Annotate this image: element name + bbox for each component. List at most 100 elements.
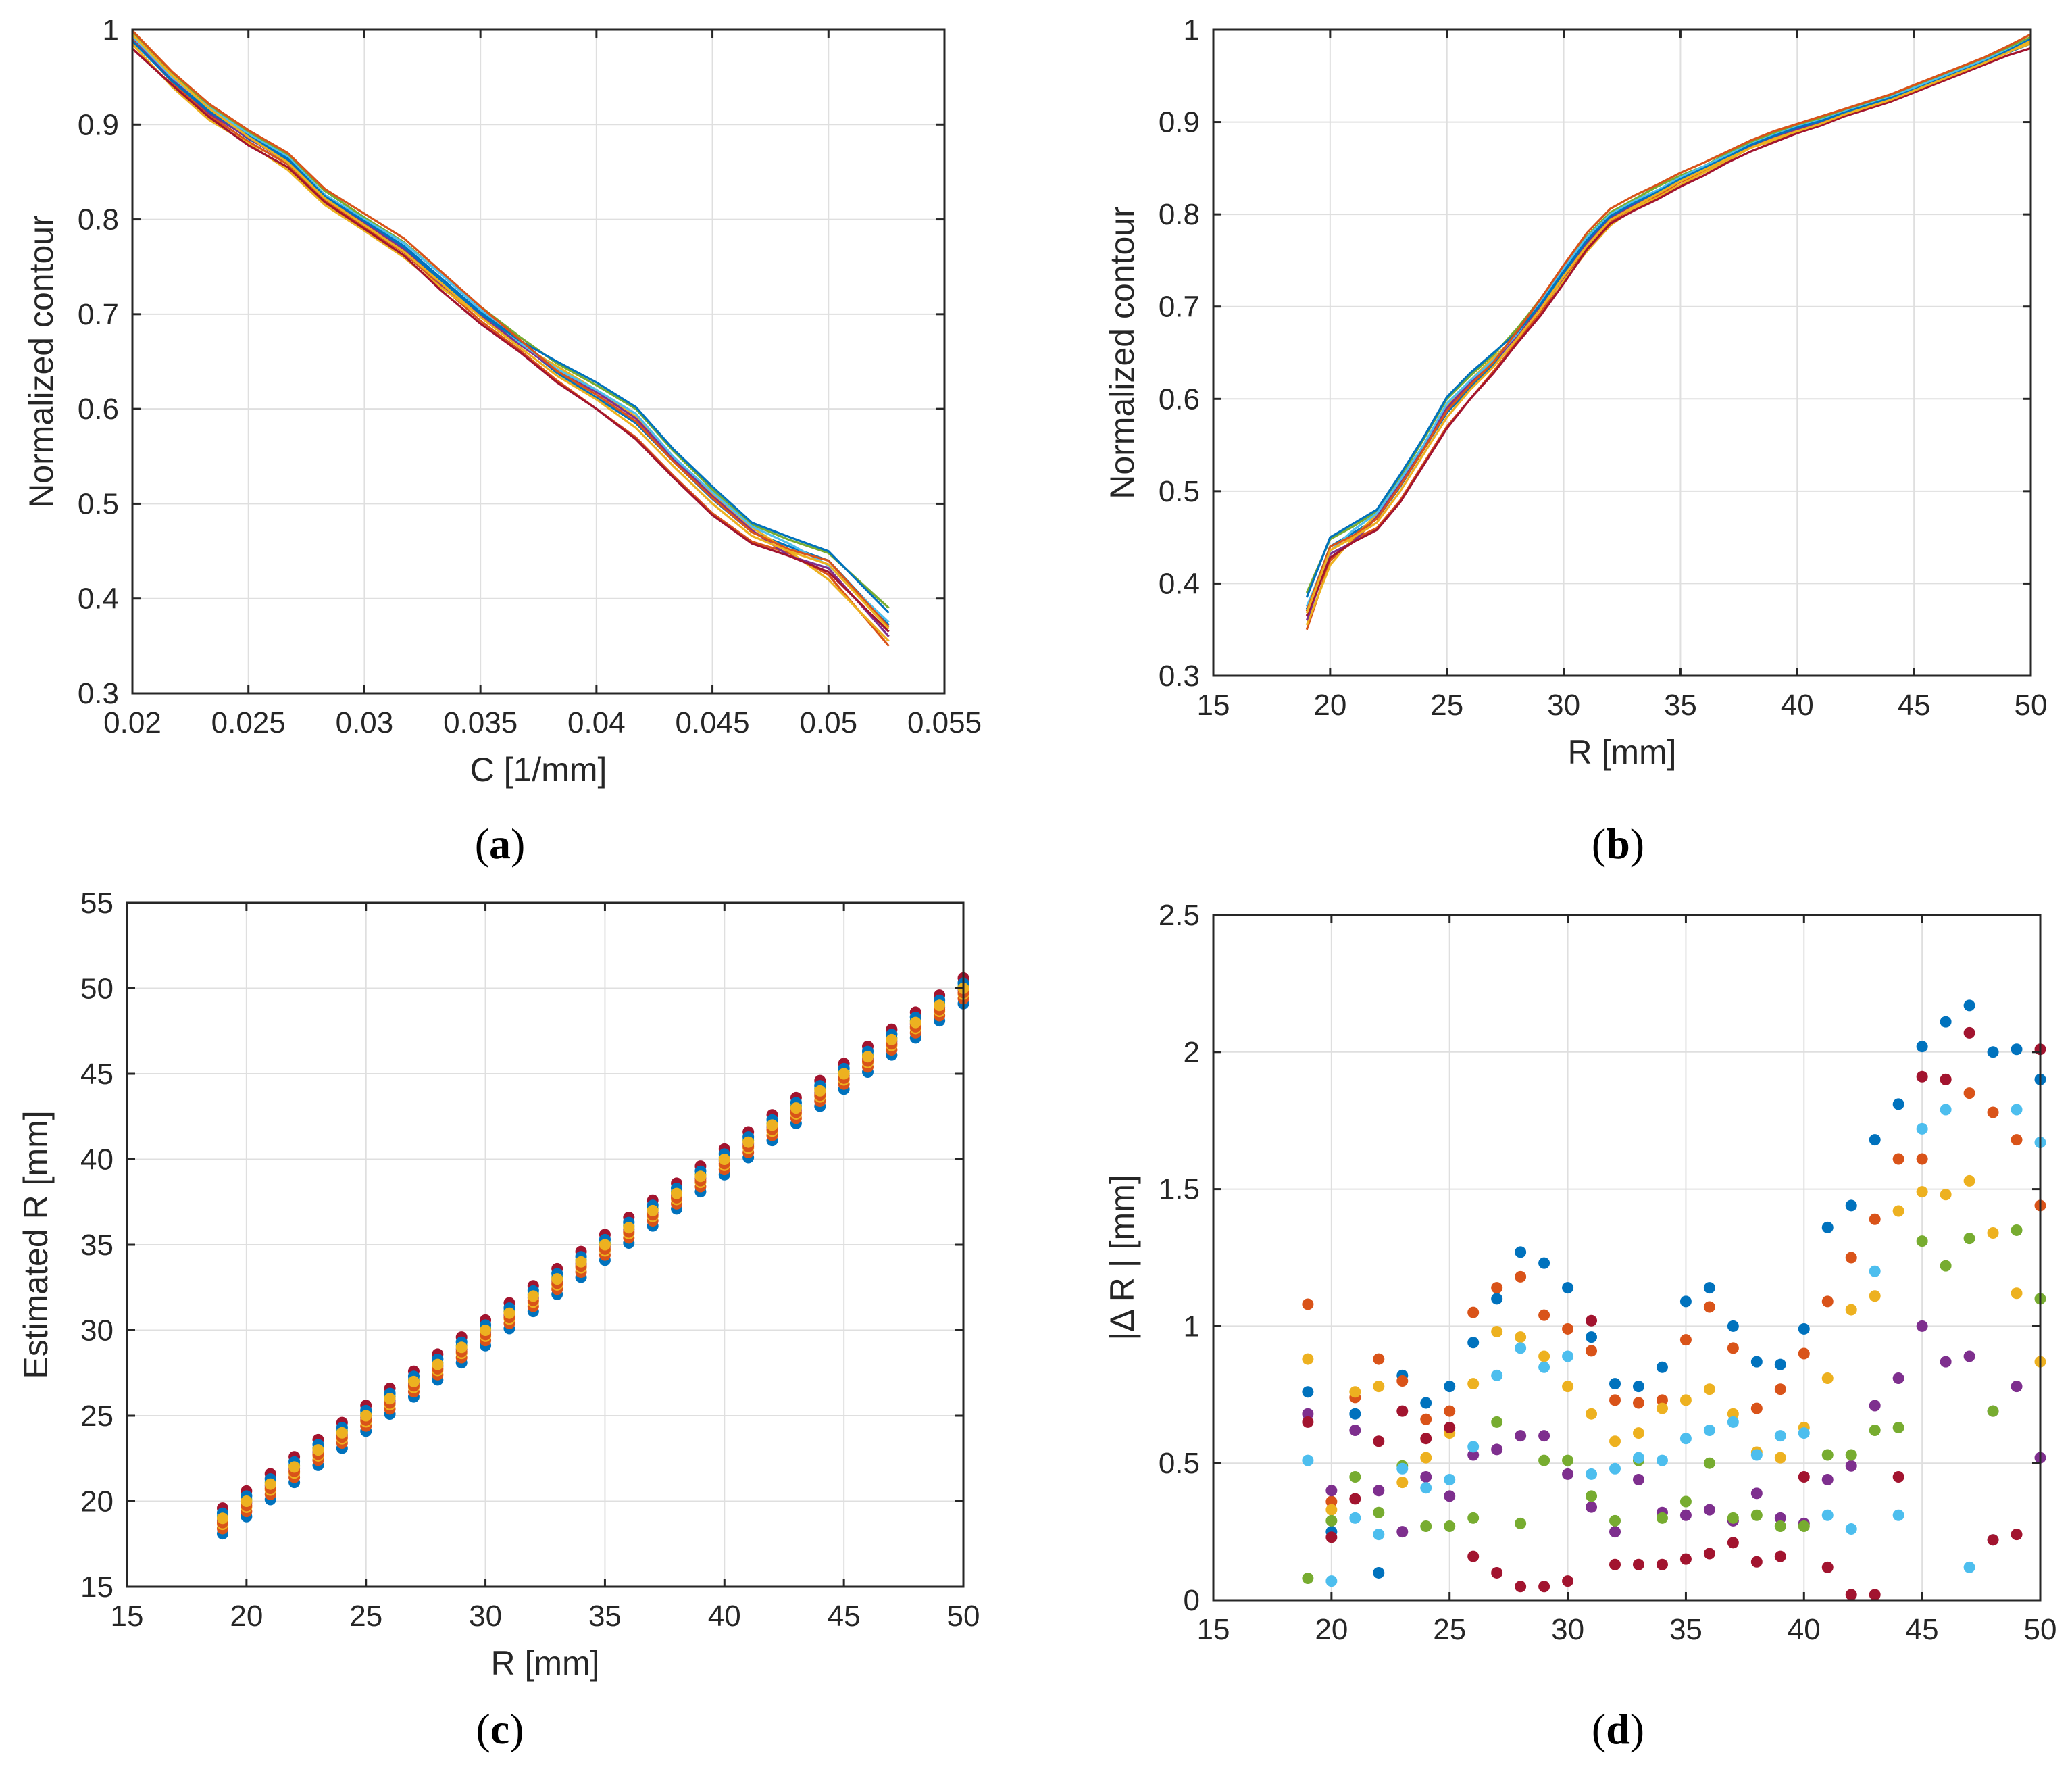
y-tick-label: 1: [1184, 1310, 1200, 1343]
data-point: [1869, 1290, 1881, 1302]
data-point: [1491, 1443, 1503, 1456]
data-point: [838, 1068, 850, 1080]
data-point: [1562, 1350, 1574, 1362]
data-point: [1774, 1383, 1786, 1395]
data-point: [1632, 1474, 1644, 1486]
data-point: [264, 1478, 276, 1490]
data-point: [886, 1033, 898, 1045]
data-point: [2011, 1134, 2023, 1146]
data-point: [1869, 1425, 1881, 1437]
series-line-6: [1305, 38, 2031, 608]
data-point: [1515, 1430, 1527, 1442]
y-tick-label: 0.5: [78, 487, 119, 520]
data-point: [742, 1136, 755, 1148]
data-point: [1420, 1520, 1432, 1532]
data-point: [694, 1170, 707, 1183]
data-point: [1396, 1526, 1409, 1538]
data-point: [1373, 1566, 1385, 1579]
data-point: [1940, 1104, 1952, 1116]
data-point: [1467, 1378, 1480, 1390]
data-point: [1656, 1361, 1668, 1373]
data-point: [1656, 1394, 1668, 1406]
series-line-10: [1305, 39, 2031, 614]
data-point: [1302, 1573, 1314, 1585]
data-point: [1798, 1470, 1810, 1483]
data-point: [1491, 1416, 1503, 1428]
data-point: [1821, 1221, 1834, 1233]
data-point: [1632, 1397, 1644, 1409]
data-point: [1727, 1512, 1739, 1524]
x-tick-label: 35: [1669, 1613, 1702, 1646]
y-tick-label: 0: [1184, 1584, 1200, 1617]
data-point: [1892, 1372, 1904, 1384]
data-point: [1538, 1257, 1550, 1269]
data-point: [1444, 1381, 1456, 1393]
data-point: [1656, 1454, 1668, 1466]
data-point: [1325, 1504, 1338, 1516]
data-point: [1869, 1265, 1881, 1277]
data-point: [1373, 1529, 1385, 1541]
data-point: [1987, 1534, 1999, 1546]
data-point: [1821, 1449, 1834, 1461]
y-axis-label: |Δ R | [mm]: [1103, 1174, 1141, 1340]
data-point: [599, 1239, 611, 1251]
data-point: [1750, 1487, 1763, 1500]
data-point: [934, 999, 946, 1012]
x-tick-label: 0.025: [211, 706, 286, 739]
y-tick-label: 0.7: [1159, 291, 1200, 324]
x-tick-label: 50: [2024, 1613, 2057, 1646]
data-point: [1349, 1512, 1361, 1524]
y-tick-label: 0.6: [78, 393, 119, 426]
x-tick-label: 40: [1788, 1613, 1821, 1646]
data-point: [766, 1119, 778, 1131]
data-point: [1420, 1482, 1432, 1494]
data-point: [1916, 1122, 1928, 1135]
data-point: [1444, 1490, 1456, 1502]
x-tick-label: 30: [469, 1600, 502, 1633]
y-tick-label: 0.9: [1159, 106, 1200, 139]
data-point: [336, 1427, 348, 1439]
data-point: [1515, 1270, 1527, 1283]
data-point: [1892, 1421, 1904, 1433]
data-point: [1703, 1548, 1715, 1560]
y-tick-label: 45: [80, 1058, 113, 1091]
data-point: [1916, 1070, 1928, 1083]
data-point: [1467, 1512, 1480, 1524]
data-point: [1727, 1416, 1739, 1428]
panel-label: (b): [1592, 820, 1644, 868]
data-point: [1444, 1474, 1456, 1486]
x-tick-label: 50: [2015, 689, 2048, 722]
data-point: [1632, 1558, 1644, 1570]
x-tick-label: 50: [947, 1600, 980, 1633]
data-point: [1515, 1581, 1527, 1593]
data-point: [1302, 1386, 1314, 1398]
scatter-points: [216, 972, 969, 1540]
data-point: [1491, 1369, 1503, 1381]
data-point: [1396, 1375, 1409, 1387]
x-tick-label: 0.035: [443, 706, 517, 739]
data-point: [1302, 1416, 1314, 1428]
data-point: [1940, 1356, 1952, 1368]
data-point: [1750, 1356, 1763, 1368]
data-point: [1679, 1553, 1692, 1565]
series-line-8: [131, 40, 890, 614]
series-line-9: [1305, 33, 2031, 612]
data-point: [1609, 1526, 1621, 1538]
y-tick-label: 1: [1184, 14, 1200, 47]
data-point: [1609, 1462, 1621, 1475]
data-point: [216, 1512, 228, 1525]
data-point: [1987, 1405, 1999, 1417]
data-point: [1515, 1342, 1527, 1354]
x-tick-label: 25: [1433, 1613, 1466, 1646]
y-tick-label: 1.5: [1159, 1173, 1200, 1206]
data-point: [1703, 1504, 1715, 1516]
data-point: [1940, 1016, 1952, 1028]
data-point: [1444, 1421, 1456, 1433]
data-point: [575, 1256, 587, 1268]
data-point: [2011, 1287, 2023, 1300]
data-point: [1963, 1087, 1975, 1099]
data-point: [1562, 1322, 1574, 1335]
data-point: [1586, 1345, 1598, 1357]
data-point: [1845, 1460, 1857, 1472]
data-point: [1845, 1304, 1857, 1316]
